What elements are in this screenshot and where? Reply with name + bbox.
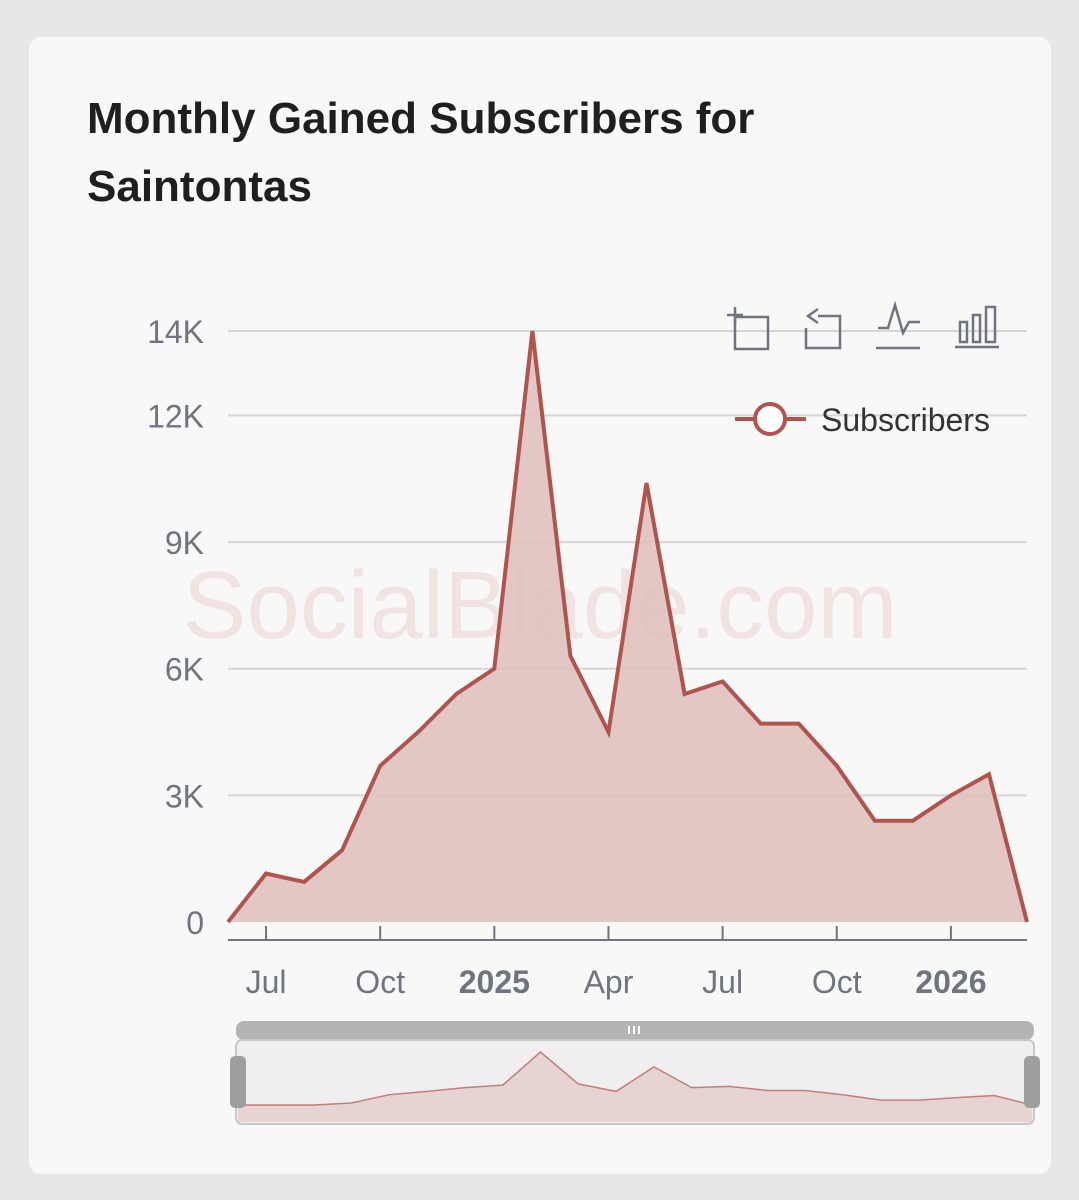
y-axis-labels: 0 3K 6K 9K 12K 14K	[147, 314, 204, 941]
slider-handle-right[interactable]	[1024, 1056, 1040, 1108]
legend-label: Subscribers	[821, 402, 990, 438]
subscribers-area	[228, 331, 1027, 922]
y-tick-label: 9K	[165, 525, 204, 561]
y-tick-label: 12K	[147, 398, 204, 434]
data-zoom-slider[interactable]	[230, 1021, 1040, 1125]
x-tick-label: Jul	[702, 964, 743, 1000]
slider-handle-left[interactable]	[230, 1056, 246, 1108]
y-tick-label: 6K	[165, 652, 204, 688]
x-tick-label: Apr	[584, 964, 634, 1000]
line-chart-icon[interactable]	[876, 300, 920, 350]
bar-chart-icon[interactable]	[955, 305, 999, 349]
slider-grip-icon	[628, 1026, 640, 1034]
x-tick-label: Jul	[246, 964, 287, 1000]
y-tick-label: 14K	[147, 314, 204, 350]
x-tick-label: Oct	[812, 964, 862, 1000]
x-tick-label: 2025	[459, 964, 530, 1000]
y-tick-label: 0	[186, 905, 204, 941]
x-tick-label: Oct	[355, 964, 405, 1000]
x-axis-labels: Jul Oct 2025 Apr Jul Oct 2026	[246, 926, 986, 1000]
subscribers-line	[226, 330, 1029, 924]
legend-item-subscribers[interactable]: Subscribers	[735, 402, 990, 438]
zoom-reset-icon[interactable]	[804, 307, 842, 350]
x-tick-label: 2026	[915, 964, 986, 1000]
slider-mini-area	[238, 1052, 1032, 1122]
chart-title: Monthly Gained Subscribers for Saintonta…	[87, 94, 755, 211]
legend-marker	[753, 402, 787, 436]
zoom-icon[interactable]	[727, 307, 770, 351]
y-tick-label: 3K	[165, 778, 204, 814]
slider-mini-line	[238, 1051, 1033, 1106]
